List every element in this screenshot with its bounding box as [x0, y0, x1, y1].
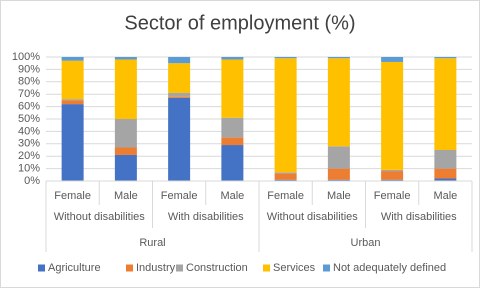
bar-segment: [327, 57, 350, 59]
legend-swatch: [38, 264, 45, 272]
y-tick-label: 90%: [18, 63, 40, 75]
legend-swatch: [263, 264, 270, 272]
bar-segment: [221, 117, 244, 138]
bar-segment: [221, 145, 244, 181]
x-tick-label: Female: [54, 190, 91, 202]
bar-segment: [61, 99, 84, 101]
bar-segment: [381, 179, 404, 181]
y-tick-label: 20%: [18, 150, 40, 162]
bar-segment: [381, 61, 404, 170]
y-tick-label: 50%: [18, 113, 40, 125]
x-tick-label: Female: [267, 190, 304, 202]
bar-segment: [168, 97, 191, 181]
x-group-label: With disabilities: [381, 211, 457, 223]
x-tick-label: Female: [374, 190, 411, 202]
bar-segment: [168, 96, 191, 98]
bar-segment: [274, 57, 297, 59]
y-tick-label: 80%: [18, 76, 40, 88]
legend-swatch: [126, 264, 133, 272]
chart-title: Sector of employment (%): [124, 12, 355, 34]
x-group-label: With disabilities: [168, 211, 244, 223]
bar-segment: [327, 58, 350, 147]
legend-label: Not adequately defined: [333, 262, 446, 274]
x-tick-label: Female: [161, 190, 198, 202]
legend-swatch: [323, 264, 330, 272]
bar-segment: [434, 168, 457, 179]
x-tick-label: Male: [433, 190, 457, 202]
bar-segment: [114, 154, 137, 181]
x-group-label: Without disabilities: [54, 211, 146, 223]
bar-segment: [61, 104, 84, 181]
x-tick-label: Male: [114, 190, 138, 202]
bar-segment: [61, 60, 84, 100]
bar-segment: [381, 57, 404, 62]
x-group-label: Rural: [139, 237, 165, 249]
y-tick-label: 70%: [18, 88, 40, 100]
legend-label: Construction: [186, 262, 248, 274]
bar-segment: [274, 172, 297, 174]
bar-segment: [221, 137, 244, 146]
x-tick-label: Male: [220, 190, 244, 202]
bar-segment: [327, 146, 350, 169]
x-group-label: Urban: [351, 237, 381, 249]
y-tick-label: 10%: [18, 163, 40, 175]
legend-label: Services: [273, 262, 316, 274]
bar-segment: [274, 173, 297, 180]
bar-segment: [61, 100, 84, 105]
bar-segment: [168, 63, 191, 93]
bar-segment: [434, 57, 457, 59]
legend-label: Industry: [136, 262, 176, 274]
bar-segment: [114, 147, 137, 155]
legend-label: Agriculture: [48, 262, 101, 274]
x-group-label: Without disabilities: [267, 211, 359, 223]
bar-segment: [114, 59, 137, 119]
y-tick-label: 60%: [18, 101, 40, 113]
bar-segment: [221, 59, 244, 118]
bar-segment: [381, 169, 404, 172]
y-tick-label: 40%: [18, 125, 40, 137]
y-tick-label: 0%: [24, 175, 40, 187]
bar-segment: [434, 178, 457, 181]
bar-segment: [274, 58, 297, 173]
x-tick-label: Male: [327, 190, 351, 202]
bar-segment: [61, 57, 84, 61]
bar-segment: [327, 168, 350, 180]
bar-segment: [434, 58, 457, 150]
bar-segment: [168, 57, 191, 64]
bar-segment: [327, 179, 350, 181]
legend-swatch: [176, 264, 183, 272]
bar-segment: [434, 150, 457, 169]
bar-segment: [274, 179, 297, 181]
bar-segment: [114, 119, 137, 148]
y-tick-label: 30%: [18, 138, 40, 150]
y-tick-label: 100%: [12, 51, 40, 63]
bar-segment: [168, 92, 191, 97]
bar-segment: [381, 171, 404, 180]
bar-segment: [221, 57, 244, 60]
bar-segment: [114, 57, 137, 60]
